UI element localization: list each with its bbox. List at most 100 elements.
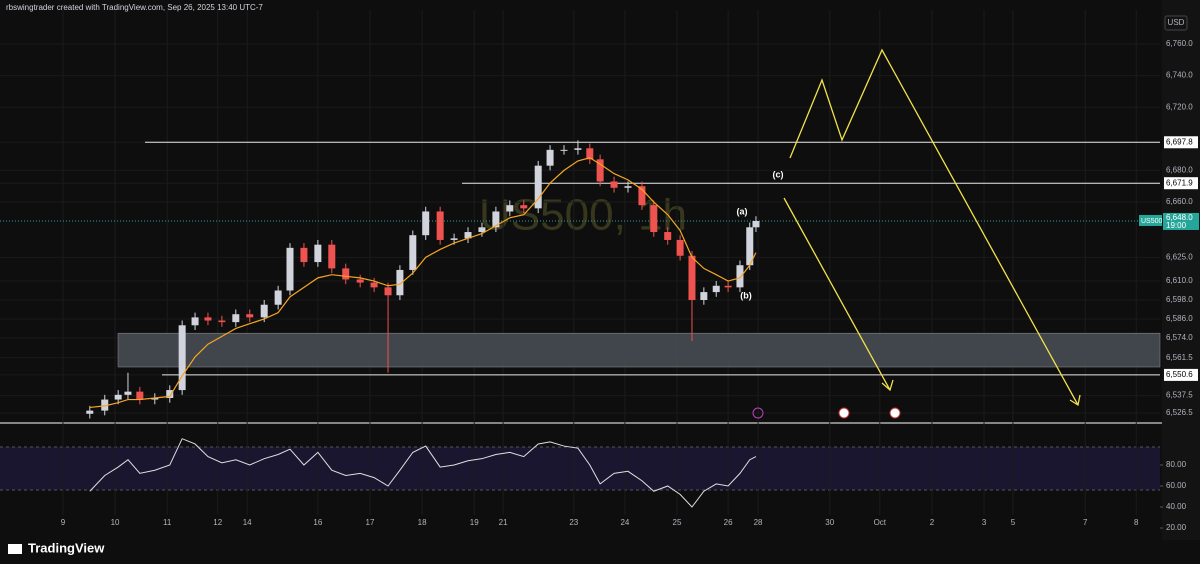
candle-body — [342, 268, 350, 280]
currency: USD — [1168, 18, 1185, 27]
tick-highlight — [1164, 177, 1198, 190]
x-tick-label: 25 — [673, 518, 682, 527]
zone — [117, 332, 1161, 368]
rsi-band — [0, 447, 1160, 490]
candle-body — [574, 148, 582, 150]
candle-body — [191, 317, 199, 326]
candle-body — [370, 282, 378, 288]
x-tick-label: 30 — [825, 518, 834, 527]
candle-body — [746, 227, 754, 266]
event-icon[interactable] — [838, 407, 850, 419]
y-tick-label: 20.00 — [1166, 523, 1187, 532]
y-tick-label: 6,586.0 — [1166, 314, 1193, 323]
y-tick-label: 6,680.0 — [1166, 166, 1193, 175]
candle-body — [436, 211, 444, 240]
candle-body — [464, 232, 472, 239]
price-scale — [1162, 0, 1200, 540]
candle-body — [232, 314, 240, 323]
arrow-head — [881, 379, 894, 392]
candle-body — [396, 269, 404, 296]
candle-body — [114, 394, 122, 400]
candle-body — [450, 238, 458, 240]
candle-body — [560, 149, 568, 151]
candle-body — [624, 186, 632, 188]
candle-body — [688, 255, 696, 300]
x-tick-label: 21 — [499, 518, 508, 527]
y-tick-label: 6,625.0 — [1166, 252, 1193, 261]
x-tick-label: 2 — [930, 518, 935, 527]
y-tick-label: 6,561.5 — [1166, 353, 1193, 362]
y-tick-label: 6,526.5 — [1166, 408, 1193, 417]
candle-body — [204, 317, 212, 321]
candle-body — [166, 390, 174, 398]
candle-body — [384, 287, 392, 296]
x-tick-label: 11 — [163, 518, 172, 527]
candle-body — [664, 232, 672, 240]
candle-body — [596, 159, 604, 182]
candle-body — [700, 292, 708, 300]
candle-body — [676, 239, 684, 256]
candle-body — [409, 235, 417, 270]
candle-body — [520, 205, 528, 209]
y-tick-label: 80.00 — [1166, 460, 1187, 469]
candle-body — [638, 186, 646, 206]
event-icon[interactable] — [752, 407, 764, 419]
candle-body — [586, 148, 594, 160]
x-tick-label: 5 — [1011, 518, 1016, 527]
candle-body — [101, 399, 109, 411]
candle-body — [260, 304, 268, 318]
x-tick-label: 19 — [470, 518, 479, 527]
candle-body — [86, 410, 94, 414]
y-tick-label: 6,550.6 — [1166, 370, 1193, 379]
moving-average — [89, 157, 757, 409]
wave-label: (b) — [740, 290, 752, 300]
candle-body — [328, 244, 336, 269]
candle-body — [151, 397, 159, 400]
symbol-tag — [1139, 214, 1162, 226]
candle-body — [314, 244, 322, 263]
candle-body — [422, 211, 430, 236]
candle-body — [712, 285, 720, 293]
y-tick-label: 6,671.9 — [1166, 178, 1193, 187]
y-tick-label: 60.00 — [1166, 481, 1187, 490]
candle-body — [246, 314, 254, 318]
y-tick-label: 6,697.8 — [1166, 137, 1193, 146]
wave-label: (c) — [773, 169, 784, 179]
footer — [0, 540, 1200, 564]
candle-body — [736, 265, 744, 288]
tick-highlight — [1164, 136, 1198, 149]
tick-highlight — [1164, 368, 1198, 381]
candle-body — [546, 149, 554, 166]
x-tick-label: 26 — [724, 518, 733, 527]
candle-body — [492, 211, 500, 228]
candle-body — [286, 247, 294, 291]
y-tick-label: 6,720.0 — [1166, 102, 1193, 111]
projection-path — [783, 197, 891, 391]
y-tick-label: 6,740.0 — [1166, 71, 1193, 80]
x-tick-label: 8 — [1134, 518, 1139, 527]
candle-body — [178, 325, 186, 391]
candle-body — [534, 165, 542, 209]
x-tick-label: 9 — [61, 518, 66, 527]
rsi-line — [89, 438, 757, 508]
arrow-head — [1069, 394, 1081, 407]
countdown: 19:00 — [1166, 221, 1187, 230]
x-tick-label: 10 — [111, 518, 120, 527]
candle-body — [124, 391, 132, 395]
x-tick-label: 14 — [243, 518, 252, 527]
event-icon[interactable] — [889, 407, 901, 419]
candle-body — [478, 227, 486, 233]
brand-icon — [8, 544, 22, 554]
y-tick-label: 6,660.0 — [1166, 197, 1193, 206]
candle-body — [136, 391, 144, 400]
candle-body — [650, 205, 658, 233]
x-tick-label: 7 — [1083, 518, 1088, 527]
last-price-box — [1163, 212, 1199, 230]
candle-body — [218, 320, 226, 323]
candle-body — [274, 290, 282, 305]
header: rbswingtrader created with TradingView.c… — [6, 3, 263, 12]
projection — [783, 48, 1081, 407]
y-tick-label: 6,537.5 — [1166, 391, 1193, 400]
x-tick-label: 24 — [620, 518, 629, 527]
